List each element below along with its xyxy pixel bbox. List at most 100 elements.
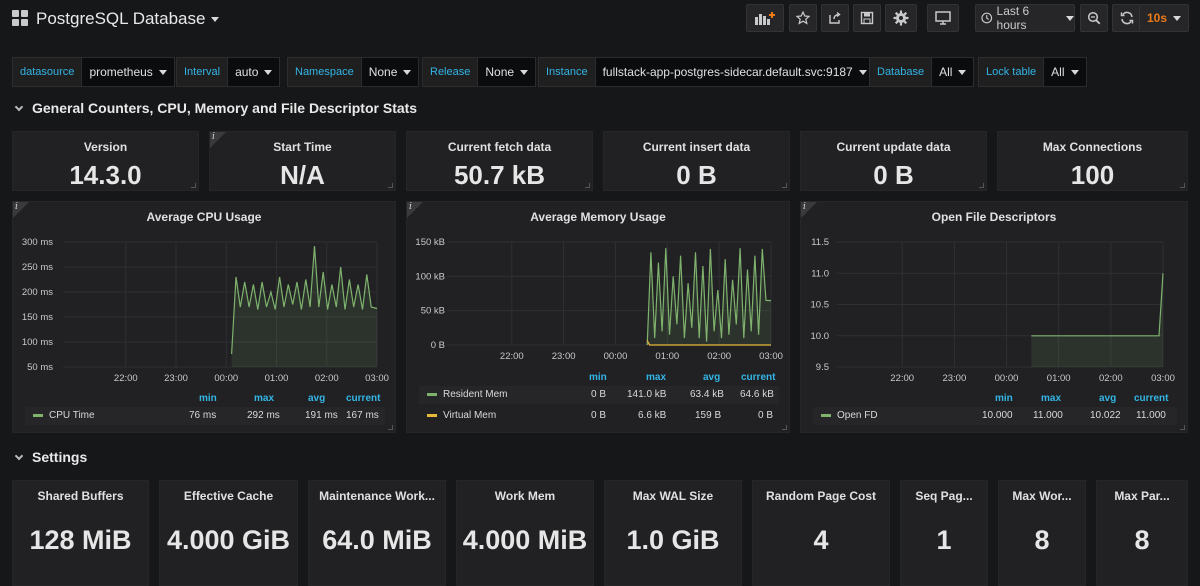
- stat-panel-max-parallel-workers[interactable]: Max Par... 8: [1096, 480, 1188, 586]
- variable-interval[interactable]: Interval auto: [176, 57, 281, 87]
- legend-item-open-fd[interactable]: Open FD: [821, 410, 878, 421]
- variable-release[interactable]: Release None: [422, 57, 537, 87]
- y-tick-label: 11.0: [811, 268, 829, 279]
- variable-label: Namespace: [287, 57, 362, 87]
- chevron-down-icon: [858, 70, 867, 76]
- stat-panel-work-mem[interactable]: Work Mem 4.000 MiB: [456, 480, 594, 586]
- variable-namespace[interactable]: Namespace None: [287, 57, 420, 87]
- stat-panel-seq-page-cost[interactable]: Seq Pag... 1: [900, 480, 988, 586]
- resize-handle[interactable]: [979, 183, 984, 188]
- graph-panel-open-fd[interactable]: i Open File Descriptors 11.5 11.0 10.5 10.0…: [800, 201, 1188, 433]
- x-tick-label: 00:00: [604, 351, 628, 362]
- chevron-down-icon: [1066, 15, 1074, 21]
- stat-panel-shared-buffers[interactable]: Shared Buffers 128 MiB: [12, 480, 149, 586]
- stat-value: 100: [1070, 160, 1115, 190]
- legend-header-max: max: [646, 372, 667, 383]
- open-fd-chart[interactable]: 11.5 11.0 10.5 10.0 9.5 22:00 23:00 00:00 01:00 0…: [801, 202, 1189, 434]
- resize-handle[interactable]: [191, 183, 196, 188]
- variable-value-picker[interactable]: auto: [228, 57, 281, 87]
- series-swatch: [821, 413, 831, 417]
- resize-handle[interactable]: [1180, 425, 1185, 430]
- variable-datasource[interactable]: datasource prometheus: [12, 57, 175, 87]
- variable-instance[interactable]: Instance fullstack-app-postgres-sidecar.…: [538, 57, 875, 87]
- y-tick-label: 10.5: [811, 300, 830, 311]
- panel-info-corner[interactable]: [407, 202, 423, 218]
- resize-handle[interactable]: [1180, 183, 1185, 188]
- share-button[interactable]: [821, 4, 849, 32]
- save-dashboard-button[interactable]: [853, 4, 881, 32]
- chevron-down-icon: [403, 70, 412, 76]
- stat-panel-random-page-cost[interactable]: Random Page Cost 4: [752, 480, 890, 586]
- time-picker-button[interactable]: Last 6 hours: [975, 4, 1075, 32]
- stat-panel-current-fetch-data[interactable]: Current fetch data 50.7 kB: [406, 131, 593, 191]
- row-header-general[interactable]: General Counters, CPU, Memory and File D…: [14, 100, 417, 116]
- variable-value: fullstack-app-postgres-sidecar.default.s…: [602, 65, 853, 79]
- panel-info-corner[interactable]: [210, 132, 226, 148]
- add-panel-button[interactable]: [746, 4, 784, 32]
- stat-panel-effective-cache[interactable]: Effective Cache 4.000 GiB: [159, 480, 298, 586]
- chevron-down-icon: [1173, 15, 1182, 21]
- variable-value-picker[interactable]: None: [361, 57, 420, 87]
- chevron-down-icon: [264, 70, 273, 76]
- y-tick-label: 300 ms: [22, 237, 53, 248]
- refresh-interval-picker[interactable]: 10s: [1139, 4, 1189, 32]
- variable-value-picker[interactable]: fullstack-app-postgres-sidecar.default.s…: [595, 57, 875, 87]
- stat-panel-start-time[interactable]: i Start Time N/A: [209, 131, 396, 191]
- panel-title: Current insert data: [642, 140, 751, 154]
- legend-current: 0 B: [758, 410, 774, 421]
- stat-panel-maintenance-work-mem[interactable]: Maintenance Work... 64.0 MiB: [308, 480, 446, 586]
- variable-value-picker[interactable]: prometheus: [82, 57, 175, 87]
- stat-value: 0 B: [676, 160, 717, 190]
- refresh-button[interactable]: [1112, 4, 1140, 32]
- row-header-settings[interactable]: Settings: [14, 449, 87, 465]
- panel-info-corner[interactable]: [13, 202, 29, 218]
- variable-value: All: [939, 65, 953, 79]
- variable-value-picker[interactable]: All: [932, 57, 975, 87]
- resize-handle[interactable]: [782, 425, 787, 430]
- series-name: Open FD: [837, 410, 878, 421]
- resize-handle[interactable]: [388, 183, 393, 188]
- stat-panel-current-insert-data[interactable]: Current insert data 0 B: [603, 131, 790, 191]
- variable-lock-table[interactable]: Lock table All: [978, 57, 1087, 87]
- chevron-down-icon: [14, 451, 24, 461]
- zoom-out-button[interactable]: [1080, 4, 1108, 32]
- stat-panel-max-wal-size[interactable]: Max WAL Size 1.0 GiB: [604, 480, 742, 586]
- variable-value-picker[interactable]: All: [1044, 57, 1087, 87]
- legend-header-min: min: [995, 393, 1013, 404]
- dashboards-grid-icon[interactable]: [12, 10, 28, 26]
- memory-usage-chart[interactable]: 150 kB 100 kB 50 kB 0 B 22:00 23:00 00:00 01:00…: [407, 202, 791, 434]
- legend-item-cpu-time[interactable]: CPU Time: [33, 410, 95, 421]
- x-tick-label: 03:00: [759, 351, 783, 362]
- graph-panel-cpu[interactable]: i Average CPU Usage 300 ms 250 ms 200 ms 15…: [12, 201, 396, 433]
- variable-label: Instance: [538, 57, 596, 87]
- graph-panel-memory[interactable]: i Average Memory Usage 150 kB 100 kB 50 kB…: [406, 201, 790, 433]
- panel-title: Start Time: [273, 140, 332, 154]
- stat-panel-version[interactable]: Version 14.3.0: [12, 131, 199, 191]
- resize-handle[interactable]: [585, 183, 590, 188]
- stat-panel-max-worker-processes[interactable]: Max Wor... 8: [998, 480, 1086, 586]
- y-tick-label: 11.5: [811, 237, 829, 248]
- settings-button[interactable]: [885, 4, 917, 32]
- legend-avg: 191 ms: [305, 410, 338, 421]
- resize-handle[interactable]: [388, 425, 393, 430]
- series-line: [646, 340, 771, 346]
- legend-max: 11.000: [1033, 410, 1063, 421]
- y-tick-label: 50 ms: [27, 362, 53, 373]
- stat-panel-max-connections[interactable]: Max Connections 100: [997, 131, 1188, 191]
- variable-value: prometheus: [89, 65, 153, 79]
- star-button[interactable]: [789, 4, 817, 32]
- info-icon: i: [212, 132, 215, 142]
- legend-item-resident-mem[interactable]: Resident Mem: [427, 389, 507, 400]
- chevron-down-icon: [211, 17, 220, 23]
- dashboard-title-picker[interactable]: PostgreSQL Database: [36, 9, 220, 29]
- stat-value: 4.000 GiB: [166, 525, 291, 555]
- stat-panel-current-update-data[interactable]: Current update data 0 B: [800, 131, 987, 191]
- resize-handle[interactable]: [782, 183, 787, 188]
- tv-mode-button[interactable]: [927, 4, 959, 32]
- panel-info-corner[interactable]: [801, 202, 817, 218]
- variable-database[interactable]: Database All: [869, 57, 975, 87]
- variable-value-picker[interactable]: None: [478, 57, 537, 87]
- legend-item-virtual-mem[interactable]: Virtual Mem: [427, 410, 496, 421]
- variable-label: Database: [869, 57, 933, 87]
- cpu-usage-chart[interactable]: 300 ms 250 ms 200 ms 150 ms 100 ms 50 ms 22:00…: [13, 202, 397, 434]
